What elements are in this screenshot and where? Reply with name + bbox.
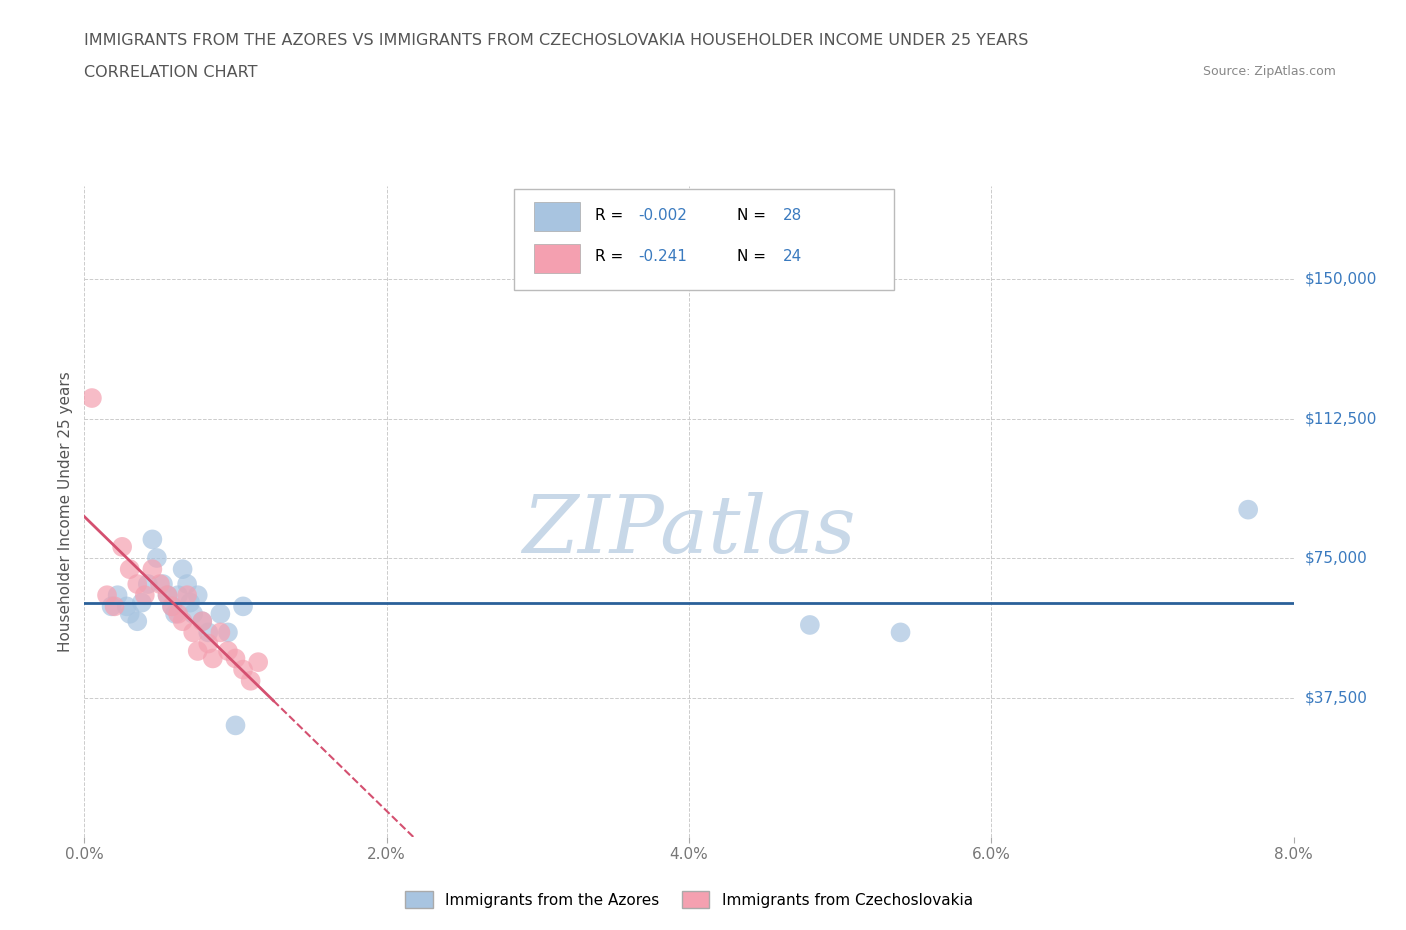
Point bbox=[187, 644, 209, 658]
Point bbox=[127, 614, 149, 629]
Point bbox=[96, 588, 118, 603]
Point bbox=[197, 625, 219, 640]
FancyBboxPatch shape bbox=[513, 190, 894, 290]
Point bbox=[100, 599, 122, 614]
Point bbox=[156, 588, 179, 603]
Point bbox=[217, 625, 239, 640]
Legend: Immigrants from the Azores, Immigrants from Czechoslovakia: Immigrants from the Azores, Immigrants f… bbox=[399, 885, 979, 914]
Point bbox=[156, 588, 179, 603]
Y-axis label: Householder Income Under 25 years: Householder Income Under 25 years bbox=[58, 371, 73, 652]
Text: $37,500: $37,500 bbox=[1305, 690, 1368, 705]
Point bbox=[1237, 502, 1260, 517]
Point bbox=[167, 588, 190, 603]
Text: 24: 24 bbox=[783, 249, 803, 264]
Point bbox=[225, 651, 247, 666]
Text: -0.241: -0.241 bbox=[638, 249, 688, 264]
Point bbox=[134, 588, 156, 603]
Point bbox=[209, 606, 232, 621]
Point bbox=[201, 651, 224, 666]
Text: N =: N = bbox=[737, 249, 770, 264]
Point bbox=[111, 539, 134, 554]
Point bbox=[890, 625, 912, 640]
Point bbox=[131, 595, 153, 610]
Point bbox=[80, 391, 103, 405]
Bar bbox=[534, 203, 581, 231]
Point bbox=[799, 618, 821, 632]
Text: CORRELATION CHART: CORRELATION CHART bbox=[84, 65, 257, 80]
Point bbox=[152, 577, 174, 591]
Text: 28: 28 bbox=[783, 207, 803, 223]
Point bbox=[172, 562, 194, 577]
Text: -0.002: -0.002 bbox=[638, 207, 688, 223]
Text: Source: ZipAtlas.com: Source: ZipAtlas.com bbox=[1202, 65, 1336, 78]
Point bbox=[232, 599, 254, 614]
Point bbox=[160, 599, 183, 614]
Text: ZIPatlas: ZIPatlas bbox=[522, 492, 856, 570]
Point bbox=[167, 606, 190, 621]
Point bbox=[136, 577, 159, 591]
Point bbox=[187, 588, 209, 603]
Point bbox=[107, 588, 129, 603]
Point bbox=[176, 588, 198, 603]
Point bbox=[197, 636, 219, 651]
Text: IMMIGRANTS FROM THE AZORES VS IMMIGRANTS FROM CZECHOSLOVAKIA HOUSEHOLDER INCOME : IMMIGRANTS FROM THE AZORES VS IMMIGRANTS… bbox=[84, 33, 1029, 47]
Point bbox=[127, 577, 149, 591]
Point bbox=[149, 577, 172, 591]
Point bbox=[165, 606, 187, 621]
Bar bbox=[534, 244, 581, 272]
Text: $150,000: $150,000 bbox=[1305, 272, 1376, 286]
Text: R =: R = bbox=[595, 249, 627, 264]
Point bbox=[232, 662, 254, 677]
Point bbox=[247, 655, 270, 670]
Point bbox=[104, 599, 127, 614]
Point bbox=[209, 625, 232, 640]
Point bbox=[181, 625, 204, 640]
Point bbox=[239, 673, 262, 688]
Point bbox=[115, 599, 138, 614]
Point bbox=[181, 606, 204, 621]
Point bbox=[179, 595, 201, 610]
Text: $112,500: $112,500 bbox=[1305, 411, 1376, 426]
Point bbox=[217, 644, 239, 658]
Point bbox=[172, 614, 194, 629]
Point bbox=[118, 606, 141, 621]
Text: $75,000: $75,000 bbox=[1305, 551, 1368, 565]
Point bbox=[141, 562, 163, 577]
Point bbox=[146, 551, 169, 565]
Point bbox=[225, 718, 247, 733]
Text: N =: N = bbox=[737, 207, 770, 223]
Point bbox=[176, 577, 198, 591]
Point bbox=[191, 614, 214, 629]
Point bbox=[191, 614, 214, 629]
Text: R =: R = bbox=[595, 207, 627, 223]
Point bbox=[141, 532, 163, 547]
Point bbox=[160, 599, 183, 614]
Point bbox=[118, 562, 141, 577]
